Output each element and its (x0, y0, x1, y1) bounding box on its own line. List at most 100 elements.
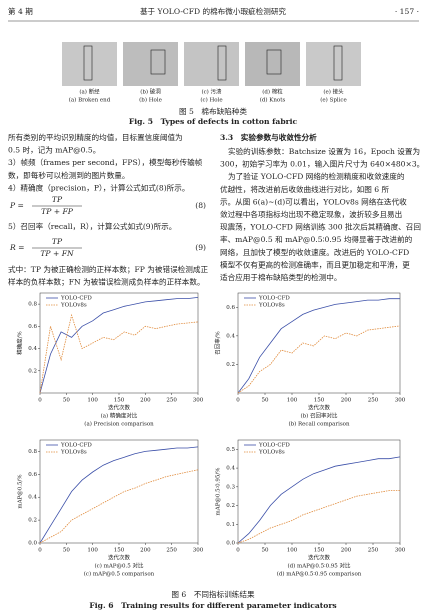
body-line: 模型不仅有更高的检测准确率，而且更加稳定和平滑，更 (220, 259, 410, 269)
x-tick-label: 300 (193, 548, 204, 554)
x-tick-label: 100 (87, 398, 98, 404)
subfig-caption: (b) Recall comparison (288, 421, 350, 428)
x-tick-label: 200 (341, 398, 352, 404)
image-label-zh: (e) 接头 (323, 88, 344, 96)
body-line: 为了验证 YOLO-CFD 网络的检测精度和收敛速度的 (228, 171, 405, 181)
y-tick-label: 0.2 (226, 362, 235, 368)
defect-box (150, 49, 166, 75)
y-tick-label: 0.0 (28, 541, 37, 547)
body-line: 敛过程中各项指标均出现不稳定现象，波折较多且易出 (220, 209, 402, 219)
y-axis-label: 精确度/% (16, 331, 24, 355)
body-line: 适合应用于棉布缺陷类型的检测中。 (220, 272, 342, 282)
x-tick-label: 0 (38, 398, 42, 404)
series-line (39, 446, 199, 544)
x-tick-label: 50 (262, 398, 269, 404)
subfig-caption: (d) mAP@0.5∶0.95 对比 (287, 562, 351, 570)
defect-box (83, 45, 93, 81)
page-number: · 157 · (395, 7, 419, 16)
formula-num: TP (52, 195, 63, 204)
image-label-zh: (d) 棉粒 (262, 88, 283, 96)
body-line: 300，初始学习率为 0.01，输入图片尺寸为 640×480×3。 (220, 159, 424, 169)
image-label-zh: (a) 断经 (79, 88, 100, 96)
y-tick-label: 0.6 (226, 305, 235, 311)
image-label-en: (b) Hole (139, 97, 162, 104)
series-line (237, 456, 401, 544)
image-label-en: (c) Hole (200, 97, 222, 104)
series-line (39, 297, 199, 394)
body-line: 示。从图 6(a)~(d)可以看出，YOLOv8s 网络在迭代收 (220, 196, 407, 206)
defect-image (62, 42, 117, 86)
body-line: 式中：TP 为被正确检测的正样本数；FP 为被错误检测成正 (8, 264, 208, 274)
x-tick-label: 100 (287, 548, 298, 554)
legend-label: YOLO-CFD (60, 296, 92, 302)
series-line (237, 325, 401, 394)
figure-caption: Fig. 5 Types of defects in cotton fabric (129, 117, 298, 126)
subfig-caption: (c) mAP@0.5 对比 (94, 562, 144, 570)
figure-caption: 图 5 棉布缺陷种类 (179, 106, 247, 116)
body-line: 优越性，将改进前后收敛曲线进行对比，如图 6 所 (220, 184, 390, 194)
y-axis-label: 召回率/% (214, 331, 222, 355)
defect-box (266, 49, 282, 75)
defect-image (123, 42, 178, 86)
series-line (39, 313, 199, 394)
x-tick-label: 150 (114, 548, 125, 554)
x-tick-label: 50 (63, 398, 70, 404)
y-tick-label: 0.8 (28, 302, 37, 308)
x-tick-label: 200 (140, 548, 151, 554)
x-tick-label: 300 (193, 398, 204, 404)
legend-label: YOLOv8s (60, 450, 87, 456)
figure-caption: Fig. 6 Training results for different pa… (89, 601, 336, 610)
y-tick-label: 0.0 (226, 541, 235, 547)
x-tick-label: 100 (287, 398, 298, 404)
x-tick-label: 0 (236, 548, 240, 554)
x-axis-label: 迭代次数 (108, 554, 131, 562)
y-tick-label: 0.6 (28, 472, 37, 478)
x-tick-label: 300 (395, 548, 406, 554)
formula-number: (9) (195, 243, 206, 252)
issue: 第 4 期 (8, 6, 33, 16)
x-tick-label: 250 (368, 398, 379, 404)
x-axis-label: 迭代次数 (308, 404, 331, 412)
x-tick-label: 50 (262, 548, 269, 554)
x-tick-label: 250 (368, 548, 379, 554)
body-line: 所有类别的平均识别精度的均值，目标置信度阈值为 (8, 132, 183, 142)
image-label-en: (a) Broken end (69, 97, 111, 104)
y-tick-label: 0.8 (28, 449, 37, 455)
body-line: 0.5 时，记为 mAP@0.5。 (8, 145, 100, 155)
figure-caption: 图 6 不同指标训练结果 (171, 589, 255, 599)
series-line (237, 298, 400, 394)
x-tick-label: 200 (341, 548, 352, 554)
defect-image (245, 42, 300, 86)
y-tick-label: 0.4 (226, 466, 235, 472)
body-line: 4）精确度（precision，P），计算公式如式(8)所示。 (8, 182, 189, 192)
series-line (237, 490, 400, 544)
defect-box (333, 45, 343, 81)
y-tick-label: 0.4 (28, 495, 37, 501)
y-tick-label: 0.1 (226, 522, 235, 528)
formula-lhs: P = (9, 201, 24, 210)
subfig-caption: (b) 召回率对比 (300, 412, 338, 420)
y-tick-label: 0.2 (226, 503, 235, 509)
x-tick-label: 150 (314, 548, 325, 554)
series-line (39, 469, 199, 544)
y-tick-label: 0.4 (226, 333, 235, 339)
defect-box (217, 45, 227, 81)
body-line: 3）帧频（frames per second，FPS），模型每秒传输帧 (8, 157, 203, 167)
image-label-zh: (b) 破洞 (140, 88, 161, 96)
legend-label: YOLO-CFD (60, 443, 92, 449)
y-tick-label: 0.6 (28, 324, 37, 330)
running-title: 基于 YOLO-CFD 的棉布微小瑕疵检测研究 (140, 6, 286, 16)
y-tick-label: 0.4 (28, 346, 37, 352)
x-axis-label: 迭代次数 (108, 404, 131, 412)
x-tick-label: 0 (236, 398, 240, 404)
legend-label: YOLOv8s (258, 303, 285, 309)
section-heading: 3.3 实验参数与收敛性分析 (220, 132, 317, 142)
x-tick-label: 150 (114, 398, 125, 404)
formula-number: (8) (195, 201, 206, 210)
x-tick-label: 300 (395, 398, 406, 404)
body-line: 现震荡，YOLO-CFD 网络训练 300 批次后其精确度、召回 (220, 222, 421, 232)
body-line: 实验的训练参数：Batchsize 设置为 16，Epoch 设置为 (228, 146, 420, 156)
x-tick-label: 250 (166, 548, 177, 554)
formula-num: TP (52, 237, 63, 246)
